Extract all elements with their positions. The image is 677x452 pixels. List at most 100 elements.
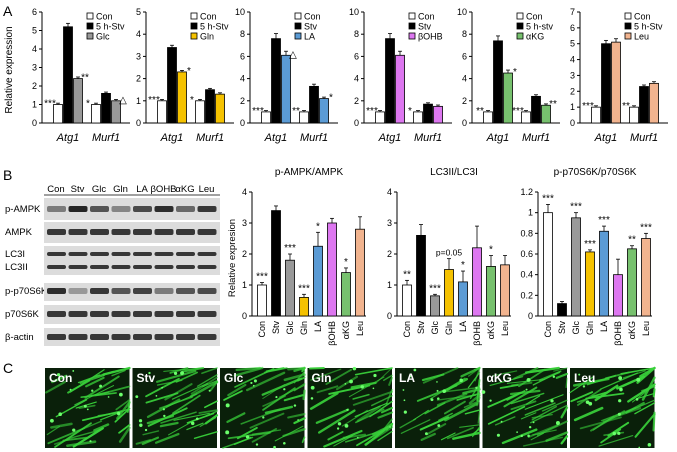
blot-band — [111, 311, 131, 317]
myotube — [492, 370, 518, 377]
micrograph-4: Gln — [307, 366, 394, 448]
blot-strip — [44, 283, 220, 301]
cell-dot — [50, 418, 54, 423]
legend-swatch — [516, 32, 524, 40]
blot-band — [90, 206, 109, 212]
bar — [395, 54, 405, 124]
y-tick-label: 0 — [387, 311, 392, 321]
bar — [444, 269, 454, 317]
bar — [313, 245, 323, 317]
blot-strip — [44, 198, 220, 220]
significance-mark: ** — [476, 106, 484, 117]
legend-label: 5 h-Stv — [96, 22, 125, 32]
y-tick-label: 1 — [570, 102, 575, 112]
bar — [557, 303, 567, 317]
myotube — [600, 428, 622, 444]
bar — [195, 100, 205, 124]
myotube — [114, 407, 131, 423]
legend-swatch — [190, 32, 198, 40]
myotube — [115, 399, 131, 411]
myotube — [262, 383, 286, 400]
micrograph-7: Leu — [569, 366, 656, 449]
bar — [571, 217, 581, 317]
cell-dot — [297, 419, 299, 421]
bar — [73, 78, 83, 124]
bar — [629, 106, 639, 124]
blot-band — [68, 229, 88, 235]
blot-band — [133, 265, 152, 269]
cell-dot — [245, 435, 250, 439]
y-tick-label: 2 — [242, 249, 247, 259]
bar — [63, 26, 73, 124]
cell-dot — [116, 411, 121, 416]
myotube — [570, 391, 594, 403]
micrograph-label: Leu — [574, 371, 595, 385]
blot-band — [90, 288, 109, 294]
cell-dot — [252, 384, 255, 387]
myotube — [302, 389, 306, 401]
blot-band — [197, 265, 217, 269]
cell-dot — [489, 399, 492, 402]
significance-mark: ** — [549, 99, 557, 110]
y-tick-label: 0 — [32, 118, 37, 128]
myotube — [323, 429, 363, 448]
cell-dot — [139, 423, 143, 427]
y-tick-label: 3 — [387, 218, 392, 228]
legend-label: αKG — [526, 32, 544, 42]
myotube — [160, 411, 197, 424]
blot-band — [133, 334, 152, 340]
blot-band — [176, 265, 195, 269]
bar — [641, 238, 651, 317]
myotube — [204, 414, 219, 425]
legend-swatch — [86, 32, 94, 40]
group-label: Atg1 — [160, 132, 184, 144]
blot-band — [90, 311, 109, 317]
y-tick-label: 0 — [462, 118, 467, 128]
blot-band — [154, 206, 174, 212]
myotube — [524, 402, 556, 416]
bar — [91, 104, 101, 124]
micrograph-label: Con — [49, 371, 72, 385]
bar — [327, 222, 337, 317]
myotube — [560, 406, 569, 419]
myotube — [81, 410, 123, 422]
cell-dot — [442, 389, 447, 393]
myotube — [487, 405, 526, 425]
legend-label: βOHB — [418, 32, 443, 42]
blot-band — [197, 311, 217, 317]
legend-swatch — [408, 32, 416, 40]
cell-dot — [195, 417, 199, 421]
cell-dot — [635, 398, 639, 401]
cell-dot — [578, 373, 581, 376]
y-tick-label: 10 — [349, 7, 359, 17]
bar — [271, 210, 281, 317]
panel-b-chart-3: p-p70S6K/p70S6K 0 0.2 0.4 0.6 0.8 1 1.2 *** Con St… — [520, 167, 652, 346]
micrograph-5: LA — [395, 366, 481, 448]
myotube — [233, 366, 264, 377]
legend-swatch — [86, 12, 94, 20]
myotube — [173, 412, 210, 421]
myotube — [46, 425, 61, 436]
legend-swatch — [190, 12, 198, 20]
significance-mark: p=0.05 — [436, 248, 463, 258]
y-tick-label: 1 — [528, 208, 533, 218]
category-label: Con — [402, 321, 412, 338]
micrograph-label: LA — [399, 371, 415, 385]
myotube — [424, 402, 446, 415]
y-tick-label: 6 — [32, 7, 37, 17]
significance-mark: ** — [622, 101, 630, 112]
myotube — [524, 366, 560, 374]
category-label: Con — [257, 321, 267, 338]
y-tick-label: 5 — [570, 39, 575, 49]
y-tick-label: 0 — [354, 118, 359, 128]
myotube — [154, 432, 180, 444]
myotube — [440, 432, 456, 441]
significance-mark: *** — [44, 99, 56, 110]
y-tick-label: 2 — [32, 81, 37, 91]
myotube — [382, 418, 393, 431]
significance-mark: *** — [570, 202, 582, 213]
myotube — [446, 426, 474, 440]
legend-label: Con — [526, 12, 543, 22]
myotube — [72, 427, 104, 448]
blot-band — [197, 206, 217, 212]
